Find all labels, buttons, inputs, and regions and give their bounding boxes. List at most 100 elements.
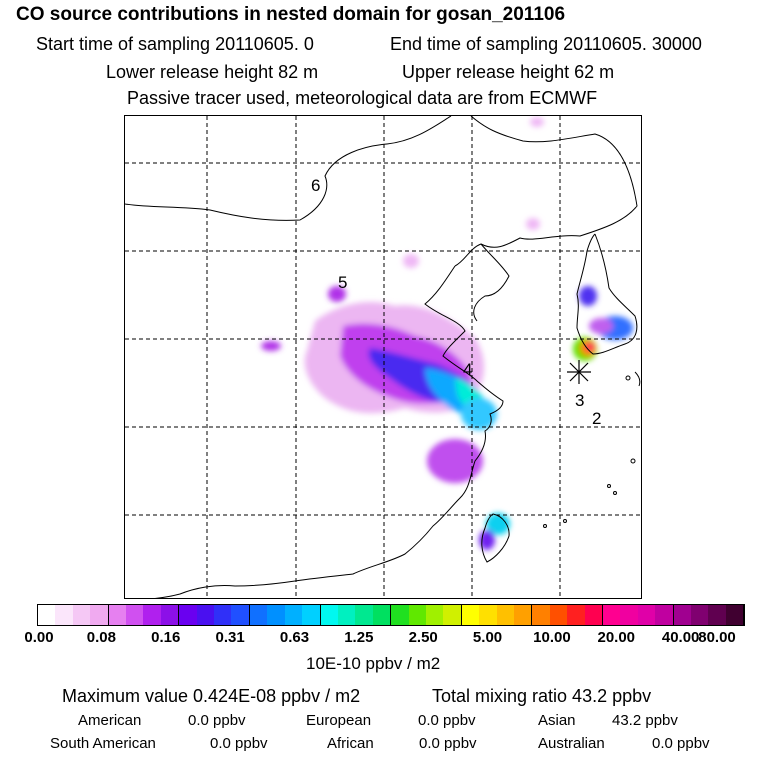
coastlines (125, 116, 641, 598)
upper-release-height: Upper release height 62 m (402, 62, 615, 82)
colorbar-segment (126, 605, 144, 625)
colorbar-segment (179, 605, 197, 625)
lower-release-height: Lower release height 82 m (106, 62, 319, 82)
region-value: 0.0 ppbv (418, 712, 476, 729)
region-value: 0.0 ppbv (210, 735, 268, 752)
colorbar-segment (496, 605, 514, 625)
korea-west (589, 318, 613, 334)
region-name: African (327, 735, 374, 752)
colorbar-segment (284, 605, 303, 625)
colorbar-tick-label: 10.00 (533, 629, 571, 646)
tracer-note: Passive tracer used, meteorological data… (127, 88, 598, 108)
colorbar-segment (231, 605, 250, 625)
north-speck-1 (328, 286, 346, 302)
manchuria-border (454, 116, 638, 267)
region-name: European (306, 712, 372, 729)
north-speck-3 (526, 218, 540, 230)
colorbar (37, 604, 745, 626)
japan-fragment (634, 371, 641, 387)
colorbar-segment (196, 605, 215, 625)
colorbar-segment (479, 605, 497, 625)
taiwan-outline (481, 513, 510, 563)
colorbar-segment (72, 605, 91, 625)
colorbar-segment (532, 605, 550, 625)
colorbar-segment (391, 605, 409, 625)
colorbar-segment (567, 605, 585, 625)
colorbar-segment (673, 605, 692, 625)
south-lobe (427, 439, 483, 483)
hangzhou-lobe (461, 398, 497, 430)
north-speck-2 (403, 254, 419, 268)
west-speck (261, 341, 281, 351)
colorbar-segment (620, 605, 638, 625)
colorbar-units: 10E-10 ppbv / m2 (306, 654, 441, 673)
map-label-3: 3 (575, 391, 584, 410)
taiwan-lobe (486, 513, 510, 535)
total-mixing-ratio: Total mixing ratio 43.2 ppbv (432, 686, 652, 706)
colorbar-tick-label: 0.08 (86, 629, 116, 646)
map-label-4: 4 (463, 360, 472, 379)
korea-outline (576, 233, 638, 355)
colorbar-segment (708, 605, 726, 625)
colorbar-segment (160, 605, 180, 625)
colorbar-tick-label: 1.25 (344, 629, 374, 646)
receptor-star-icon (567, 360, 591, 384)
china-coast (154, 265, 504, 598)
colorbar-tick-label: 0.31 (215, 629, 245, 646)
start-time: Start time of sampling 20110605. 0 (36, 34, 314, 54)
colorbar-segment (549, 605, 568, 625)
colorbar-segment (38, 605, 56, 625)
colorbar-segment (302, 605, 321, 625)
region-name: Australian (538, 735, 605, 752)
colorbar-tick-label: 20.00 (597, 629, 636, 646)
colorbar-segment (320, 605, 338, 625)
colorbar-segment (408, 605, 426, 625)
bohai-coast (473, 243, 510, 322)
colorbar-segment (603, 605, 621, 625)
island-5 (563, 519, 567, 523)
colorbar-segment (691, 605, 709, 625)
colorbar-tick-label: 40.00 (661, 629, 700, 646)
mongolia-border (125, 116, 452, 221)
korea-north (579, 286, 597, 306)
region-value: 0.0 ppbv (188, 712, 246, 729)
map-label-6: 6 (311, 176, 320, 195)
colorbar-segment (584, 605, 603, 625)
colorbar-segment (214, 605, 232, 625)
colorbar-segment (55, 605, 73, 625)
region-value: 0.0 ppbv (652, 735, 710, 752)
region-value: 43.2 ppbv (612, 712, 678, 729)
region-name: American (78, 712, 142, 729)
island-2 (630, 458, 636, 464)
colorbar-segment (637, 605, 656, 625)
map-panel: 6 5 4 3 2 (124, 115, 642, 599)
island-4 (543, 524, 547, 528)
colorbar-segment (725, 605, 745, 625)
colorbar-segment (143, 605, 161, 625)
top-speck (530, 117, 544, 127)
colorbar-segment (513, 605, 533, 625)
region-value: 0.0 ppbv (419, 735, 477, 752)
colorbar-segment (655, 605, 674, 625)
colorbar-segment (461, 605, 480, 625)
end-time: End time of sampling 20110605. 30000 (390, 34, 702, 54)
maximum-value: Maximum value 0.424E-08 ppbv / m2 (62, 686, 361, 706)
region-name: South American (50, 735, 156, 752)
colorbar-segment (337, 605, 356, 625)
colorbar-segment (355, 605, 373, 625)
colorbar-tick-label: 2.50 (408, 629, 438, 646)
colorbar-segment (443, 605, 462, 625)
gosan-hotspot-core (586, 343, 594, 351)
colorbar-tick-label: 0.16 (151, 629, 181, 646)
colorbar-tick-label: 0.00 (24, 629, 54, 646)
colorbar-segment (249, 605, 268, 625)
colorbar-tick-label: 80.00 (698, 629, 736, 646)
colorbar-segment (90, 605, 109, 625)
colorbar-segment (108, 605, 127, 625)
island-6 (613, 491, 617, 495)
colorbar-segment (372, 605, 392, 625)
map-label-2: 2 (592, 409, 601, 428)
plot-title: CO source contributions in nested domain… (16, 4, 566, 25)
region-name: Asian (538, 712, 576, 729)
colorbar-segment (425, 605, 444, 625)
